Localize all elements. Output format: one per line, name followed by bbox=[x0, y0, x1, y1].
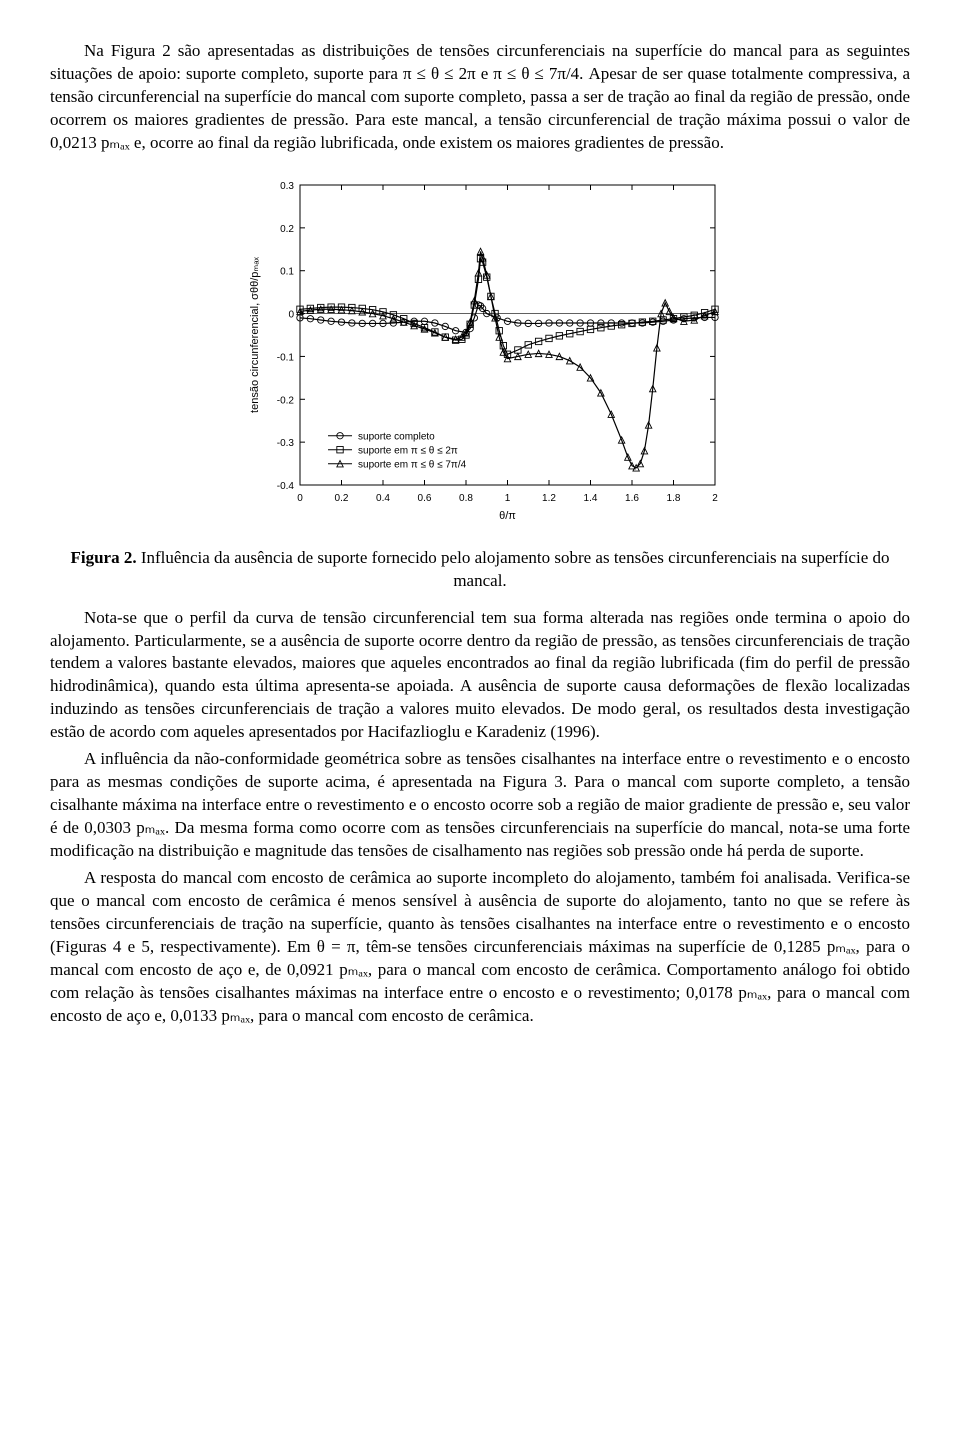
svg-text:0: 0 bbox=[297, 493, 303, 504]
svg-text:0.2: 0.2 bbox=[335, 493, 349, 504]
svg-text:-0.2: -0.2 bbox=[277, 395, 295, 406]
paragraph-2: Nota-se que o perfil da curva de tensão … bbox=[50, 607, 910, 745]
chart-svg: -0.4 -0.3 -0.2 -0.1 0 0.1 0.2 0.3 0 0.2 0.4 0.6 0.8 1… bbox=[230, 173, 730, 533]
svg-text:1.4: 1.4 bbox=[584, 493, 598, 504]
svg-text:-0.1: -0.1 bbox=[277, 352, 295, 363]
svg-text:θ/π: θ/π bbox=[499, 510, 516, 522]
svg-text:1.6: 1.6 bbox=[625, 493, 639, 504]
paragraph-1: Na Figura 2 são apresentadas as distribu… bbox=[50, 40, 910, 155]
figure-2-caption-text: Influência da ausência de suporte fornec… bbox=[137, 548, 890, 590]
svg-text:0.6: 0.6 bbox=[418, 493, 432, 504]
paragraph-3: A influência da não-conformidade geométr… bbox=[50, 748, 910, 863]
paragraph-4: A resposta do mancal com encosto de cerâ… bbox=[50, 867, 910, 1028]
figure-2-caption-bold: Figura 2. bbox=[71, 548, 137, 567]
svg-text:0.8: 0.8 bbox=[459, 493, 473, 504]
svg-text:0.2: 0.2 bbox=[280, 224, 294, 235]
svg-text:0: 0 bbox=[288, 309, 294, 320]
svg-text:suporte completo: suporte completo bbox=[358, 431, 435, 442]
svg-text:0.1: 0.1 bbox=[280, 266, 294, 277]
svg-text:suporte em π ≤ θ ≤ 2π: suporte em π ≤ θ ≤ 2π bbox=[358, 445, 458, 456]
svg-text:0.4: 0.4 bbox=[376, 493, 390, 504]
svg-text:1: 1 bbox=[505, 493, 511, 504]
svg-text:1.8: 1.8 bbox=[667, 493, 681, 504]
svg-text:suporte em π ≤ θ ≤ 7π/4: suporte em π ≤ θ ≤ 7π/4 bbox=[358, 459, 467, 470]
figure-2: -0.4 -0.3 -0.2 -0.1 0 0.1 0.2 0.3 0 0.2 0.4 0.6 0.8 1… bbox=[50, 173, 910, 533]
svg-text:1.2: 1.2 bbox=[542, 493, 556, 504]
svg-text:tensão circunferencial, σθθ/pₘ: tensão circunferencial, σθθ/pₘₐₓ bbox=[249, 256, 261, 412]
svg-text:0.3: 0.3 bbox=[280, 181, 294, 192]
figure-2-caption: Figura 2. Influência da ausência de supo… bbox=[70, 547, 890, 593]
svg-text:2: 2 bbox=[712, 493, 718, 504]
svg-text:-0.4: -0.4 bbox=[277, 481, 295, 492]
svg-text:-0.3: -0.3 bbox=[277, 438, 295, 449]
